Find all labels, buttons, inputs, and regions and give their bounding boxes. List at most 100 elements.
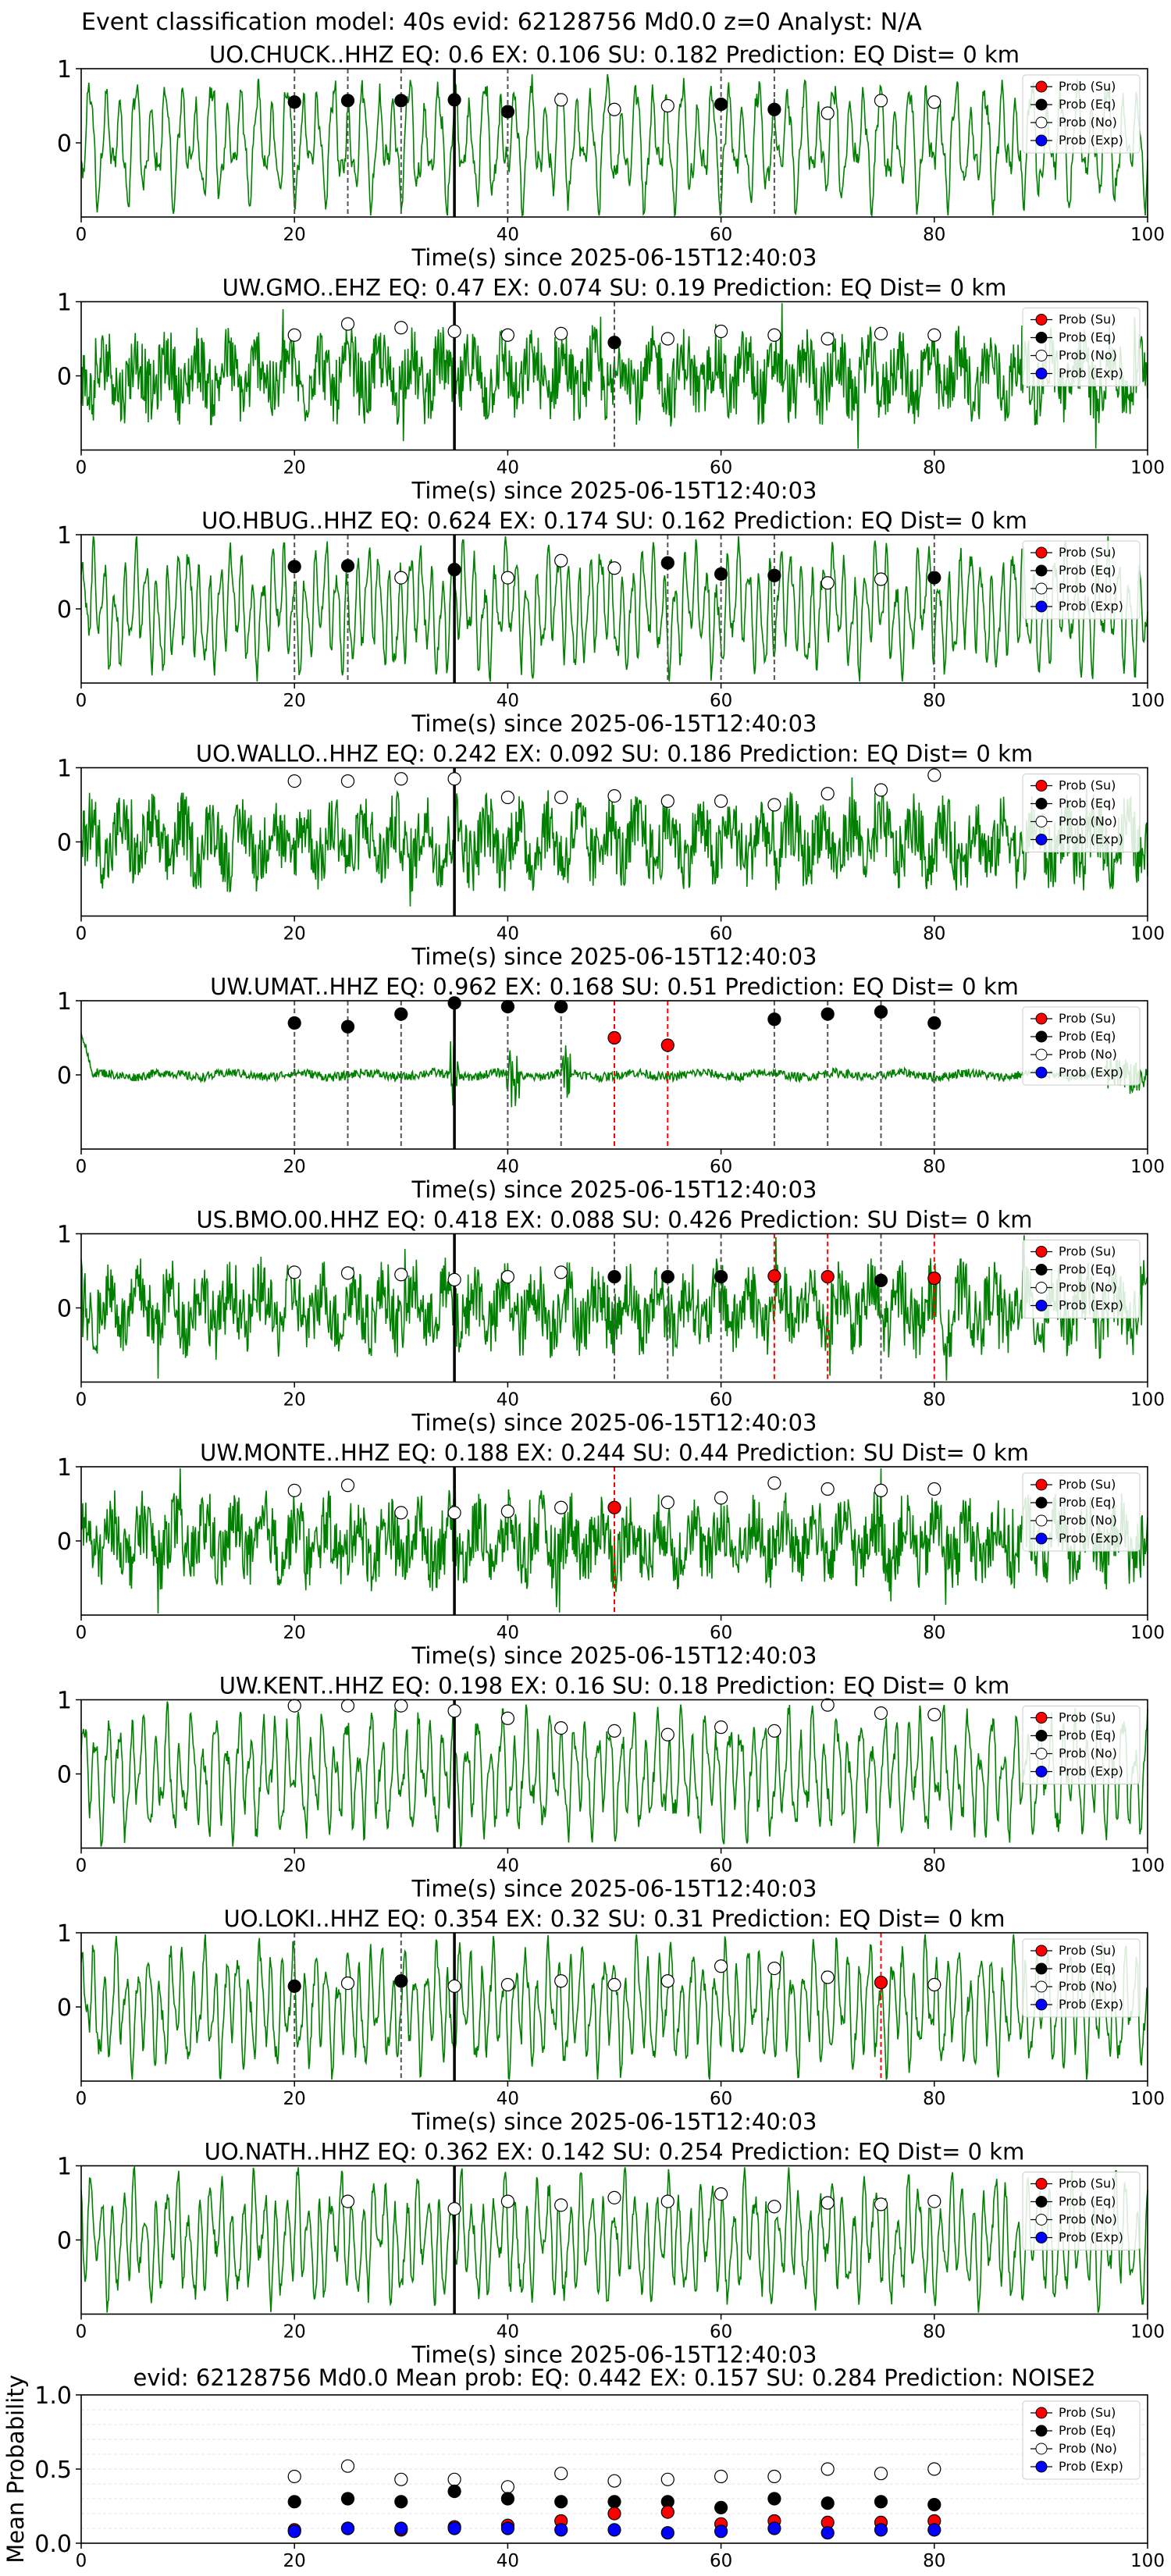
probability-marker (660, 98, 674, 113)
mean-marker-no (714, 2469, 728, 2484)
probability-marker (554, 553, 568, 568)
probability-marker (660, 1727, 674, 1742)
legend-label: Prob (No) (1059, 1746, 1117, 1761)
y-tick-label: 1.0 (34, 2382, 72, 2410)
probability-marker (767, 328, 781, 342)
x-tick-label: 100 (1130, 924, 1165, 945)
panel-8: UW.KENT..HHZ EQ: 0.198 EX: 0.16 SU: 0.18… (57, 1673, 1165, 1902)
probability-marker (927, 768, 941, 782)
x-tick-label: 40 (497, 1623, 519, 1643)
x-axis-label: Time(s) since 2025-06-15T12:40:03 (411, 2108, 817, 2135)
probability-marker (554, 93, 568, 107)
x-tick-label: 100 (1130, 1390, 1165, 1411)
probability-marker (500, 1711, 515, 1725)
probability-marker (820, 2196, 835, 2210)
probability-marker (767, 1724, 781, 1738)
mean-marker-eq (394, 2495, 408, 2509)
legend-marker-no (1035, 116, 1048, 129)
probability-marker (714, 2187, 728, 2201)
legend-marker-exp (1035, 134, 1048, 147)
x-axis-label: Time(s) since 2025-06-15T12:40:03 (411, 2342, 817, 2368)
legend-marker-no (1035, 1282, 1048, 1293)
probability-marker (874, 1005, 888, 1019)
legend-label: Prob (No) (1059, 348, 1117, 363)
probability-marker (927, 1977, 941, 1992)
mean-marker-exp (554, 2523, 568, 2537)
x-tick-label: 20 (283, 225, 306, 245)
x-tick-label: 0 (76, 225, 87, 245)
probability-marker (927, 571, 941, 585)
probability-marker (767, 798, 781, 812)
probability-marker (607, 1269, 621, 1284)
legend-marker-su (1035, 80, 1048, 93)
x-tick-label: 100 (1130, 1157, 1165, 1177)
x-tick-label: 80 (923, 1157, 945, 1177)
y-tick-label: 1 (57, 1920, 72, 1948)
probability-marker (820, 787, 835, 801)
panel-title: evid: 62128756 Md0.0 Mean prob: EQ: 0.44… (133, 2364, 1095, 2391)
probability-marker (554, 1500, 568, 1514)
probability-marker (500, 1504, 515, 1518)
x-axis-label: Time(s) since 2025-06-15T12:40:03 (411, 1876, 817, 1902)
y-tick-label: 1 (57, 756, 72, 783)
legend-label: Prob (Eq) (1059, 1961, 1116, 1976)
probability-marker (500, 2194, 515, 2208)
x-tick-label: 80 (923, 458, 945, 479)
y-tick-label: 0 (57, 596, 72, 624)
panel-title: UW.GMO..EHZ EQ: 0.47 EX: 0.074 SU: 0.19 … (222, 275, 1007, 301)
x-tick-label: 40 (497, 1157, 519, 1177)
y-tick-label: 1 (57, 1222, 72, 1249)
legend-box (1022, 2172, 1141, 2250)
mean-marker-no (500, 2480, 515, 2494)
probability-marker (394, 1974, 408, 1988)
mean-marker-exp (607, 2523, 621, 2537)
mean-marker-eq (340, 2492, 355, 2506)
x-axis-label: Time(s) since 2025-06-15T12:40:03 (411, 710, 817, 737)
probability-marker (714, 324, 728, 339)
probability-marker (820, 1269, 835, 1284)
x-tick-label: 100 (1130, 225, 1165, 245)
probability-marker (287, 1265, 301, 1279)
legend-label: Prob (Exp) (1059, 1065, 1123, 1080)
x-tick-label: 40 (497, 225, 519, 245)
probability-marker (500, 1977, 515, 1992)
probability-marker (714, 1720, 728, 1735)
y-tick-label: 0 (57, 1762, 72, 1789)
x-tick-label: 0 (76, 924, 87, 945)
probability-marker (287, 95, 301, 109)
legend-box (1022, 74, 1141, 154)
x-tick-label: 100 (1130, 2089, 1165, 2109)
probability-marker (660, 1974, 674, 1988)
probability-marker (607, 1030, 621, 1045)
legend-label: Prob (Exp) (1059, 366, 1123, 381)
x-tick-label: 40 (497, 458, 519, 479)
x-tick-label: 20 (283, 2089, 306, 2109)
legend-label: Prob (Eq) (1059, 97, 1116, 112)
x-tick-label: 0 (76, 1623, 87, 1643)
panel-9: UO.LOKI..HHZ EQ: 0.354 EX: 0.32 SU: 0.31… (57, 1905, 1165, 2135)
x-tick-label: 100 (1130, 691, 1165, 711)
legend-label: Prob (Su) (1059, 1943, 1116, 1958)
probability-marker (340, 317, 355, 331)
legend-label: Prob (Eq) (1059, 796, 1116, 811)
x-tick-label: 100 (1130, 1856, 1165, 1877)
legend-label: Prob (Eq) (1059, 1495, 1116, 1510)
x-tick-label: 100 (1130, 2322, 1165, 2343)
x-tick-label: 20 (283, 1623, 306, 1643)
probability-marker (714, 1491, 728, 1505)
y-tick-label: 1 (57, 522, 72, 550)
probability-marker (607, 1724, 621, 1738)
probability-marker (927, 1707, 941, 1722)
x-tick-label: 80 (923, 1390, 945, 1411)
probability-marker (607, 1977, 621, 1992)
mean-marker-no (287, 2469, 301, 2484)
y-tick-label: 0 (57, 1296, 72, 1323)
panel-title: UO.LOKI..HHZ EQ: 0.354 EX: 0.32 SU: 0.31… (223, 1905, 1005, 1932)
probability-marker (927, 1482, 941, 1496)
x-tick-label: 100 (1130, 458, 1165, 479)
y-tick-label: 1 (57, 1688, 72, 1715)
y-tick-label: 0.0 (34, 2531, 72, 2558)
mean-marker-eq (554, 2495, 568, 2509)
legend-box (1022, 540, 1141, 620)
legend-label: Prob (Eq) (1059, 1029, 1116, 1044)
